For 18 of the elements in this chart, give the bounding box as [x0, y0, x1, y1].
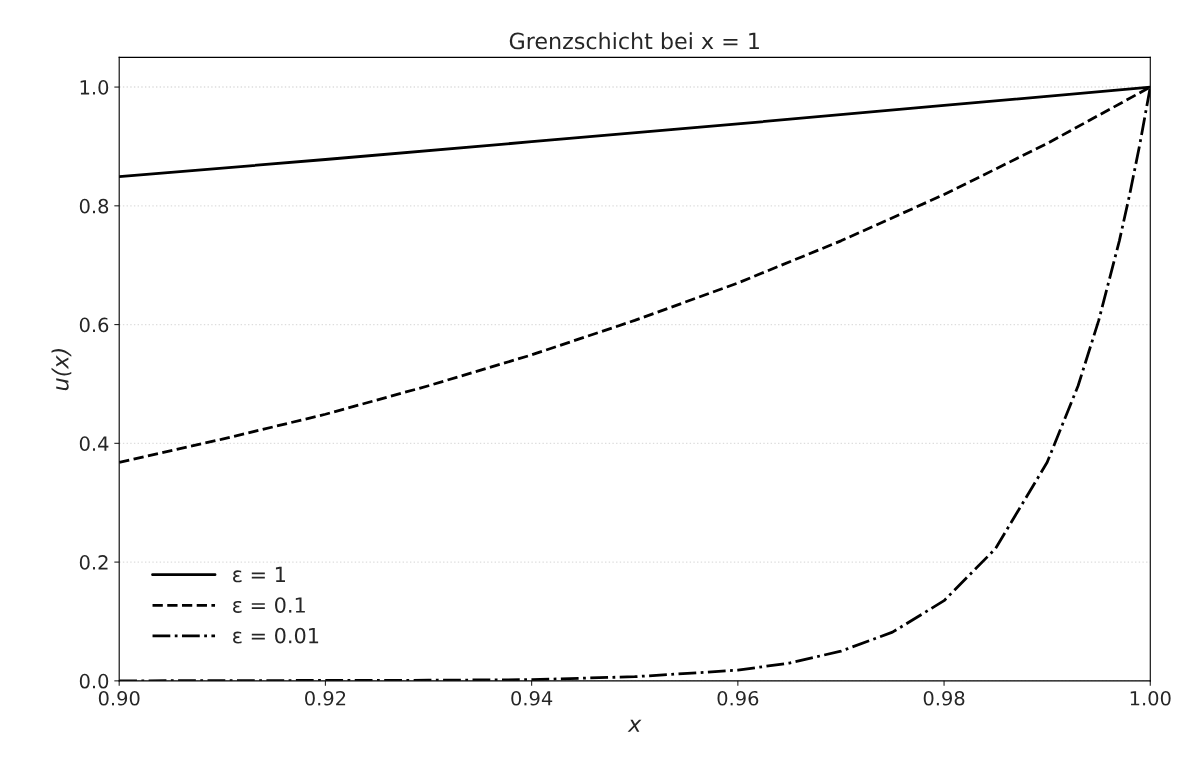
y-tick-label: 0.4 — [79, 436, 109, 451]
y-tick-label: 1.0 — [80, 80, 109, 95]
x-tick-label: 0.96 — [717, 690, 759, 706]
y-tick-label: 0.2 — [79, 555, 108, 570]
y-tick-label: 0.6 — [79, 317, 109, 333]
y-tick-label: 0.8 — [79, 198, 109, 214]
x-tick-label: 0.98 — [923, 690, 965, 706]
x-tick-label: 0.90 — [98, 690, 140, 706]
x-tick-label: 1.00 — [1130, 690, 1171, 706]
y-axis-title: u(x) — [51, 349, 72, 391]
x-tick-label: 0.94 — [511, 690, 553, 706]
legend-label: ε = 0.1 — [233, 597, 305, 613]
x-axis-title: x — [627, 719, 642, 732]
legend-label: ε = 1 — [233, 566, 285, 583]
x-tick-label: 0.92 — [305, 690, 346, 706]
y-tick-label: 0.0 — [79, 673, 109, 689]
legend-label: ε = 0.01 — [233, 627, 319, 644]
chart-title: Grenzschicht bei x = 1 — [509, 32, 759, 50]
